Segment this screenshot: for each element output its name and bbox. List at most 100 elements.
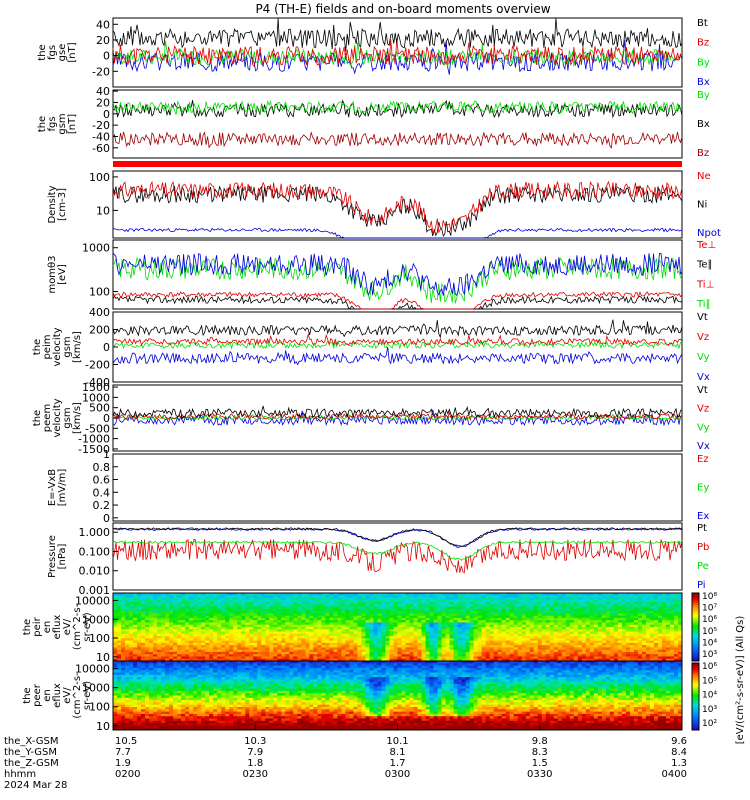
spectrogram-cell	[269, 620, 274, 623]
spectrogram-cell	[541, 656, 547, 660]
spectrogram-cell	[153, 627, 158, 630]
spectrogram-cell	[525, 627, 531, 630]
spectrogram-cell	[133, 697, 138, 701]
spectrogram-cell	[509, 617, 515, 621]
spectrogram-cell	[465, 613, 471, 617]
spectrogram-cell	[549, 658, 555, 662]
spectrogram-cell	[297, 624, 302, 628]
spectrogram-cell	[205, 649, 210, 653]
spectrogram-cell	[429, 613, 434, 617]
spectrogram-cell	[261, 604, 266, 607]
spectrogram-cell	[373, 611, 378, 614]
spectrogram-cell	[461, 640, 467, 644]
spectrogram-cell	[309, 647, 314, 651]
spectrogram-cell	[561, 624, 567, 628]
spectrogram-cell	[241, 599, 246, 603]
spectrogram-cell	[161, 707, 166, 710]
spectrogram-cell	[673, 602, 679, 605]
spectrogram-cell	[585, 654, 591, 657]
spectrogram-cell	[589, 649, 595, 653]
spectrogram-cell	[121, 638, 126, 641]
spectrogram-cell	[321, 613, 326, 617]
spectrogram-cell	[437, 633, 442, 637]
spectrogram-cell	[649, 622, 655, 626]
spectrogram-cell	[145, 597, 150, 601]
spectrogram-cell	[565, 636, 571, 639]
spectrogram-cell	[125, 654, 130, 657]
spectrogram-cell	[169, 620, 174, 623]
spectrogram-cell	[133, 656, 138, 660]
spectrogram-cell	[425, 599, 430, 603]
spectrogram-cell	[489, 631, 495, 635]
spectrogram-cell	[273, 636, 278, 639]
spectrogram-cell	[389, 599, 394, 603]
spectrogram-cell	[285, 608, 290, 612]
spectrogram-cell	[413, 608, 418, 612]
spectrogram-cell	[149, 690, 154, 694]
spectrogram-cell	[585, 624, 591, 628]
spectrogram-cell	[645, 620, 651, 623]
spectrogram-cell	[157, 661, 162, 664]
spectrogram-cell	[649, 593, 655, 596]
spectrogram-cell	[217, 617, 222, 621]
spectrogram-cell	[529, 599, 535, 603]
spectrogram-cell	[497, 624, 503, 628]
spectrogram-cell	[137, 613, 142, 617]
spectrogram-cell	[581, 604, 587, 607]
spectrogram-cell	[569, 658, 575, 662]
spectrogram-cell	[409, 617, 414, 621]
spectrogram-cell	[149, 604, 154, 607]
spectrogram-cell	[637, 597, 643, 601]
spectrogram-cell	[517, 631, 523, 635]
spectrogram-cell	[169, 672, 174, 676]
spectrogram-cell	[365, 608, 370, 612]
spectrogram-cell	[117, 602, 122, 605]
spectrogram-cell	[453, 620, 459, 623]
spectrogram-cell	[205, 622, 210, 626]
spectrogram-cell	[469, 622, 475, 626]
spectrogram-cell	[421, 597, 426, 601]
spectrogram-cell	[169, 606, 174, 610]
spectrogram-cell	[513, 617, 519, 621]
spectrogram-cell	[297, 642, 302, 646]
spectrogram-cell	[293, 604, 298, 607]
spectrogram-cell	[265, 645, 270, 648]
spectrogram-cell	[441, 651, 446, 655]
spectrogram-cell	[221, 651, 226, 655]
spectrogram-cell	[533, 654, 539, 657]
spectrogram-cell	[617, 645, 623, 648]
spectrogram-cell	[241, 645, 246, 648]
spectrogram-cell	[605, 597, 611, 601]
spectrogram-cell	[141, 713, 146, 717]
spectrogram-cell	[409, 647, 414, 651]
spectrogram-cell	[529, 597, 535, 601]
spectrogram-cell	[569, 640, 575, 644]
spectrogram-cell	[473, 597, 479, 601]
spectrogram-cell	[469, 624, 475, 628]
spectrogram-cell	[657, 602, 663, 605]
spectrogram-cell	[281, 593, 286, 596]
spectrogram-cell	[217, 658, 222, 662]
spectrogram-cell	[613, 629, 619, 632]
spectrogram-cell	[361, 615, 366, 619]
spectrogram-cell	[213, 633, 218, 637]
spectrogram-cell	[317, 597, 322, 601]
spectrogram-cell	[153, 631, 158, 635]
spectrogram-cell	[613, 654, 619, 657]
spectrogram-cell	[189, 613, 194, 617]
spectrogram-cell	[305, 656, 310, 660]
spectrogram-cell	[597, 640, 603, 644]
spectrogram-cell	[213, 651, 218, 655]
spectrogram-cell	[649, 602, 655, 605]
spectrogram-cell	[553, 649, 559, 653]
spectrogram-cell	[261, 622, 266, 626]
spectrogram-cell	[437, 602, 442, 605]
y-tick-label: -1000	[78, 433, 110, 446]
spectrogram-cell	[365, 624, 370, 628]
spectrogram-cell	[297, 649, 302, 653]
spectrogram-cell	[297, 640, 302, 644]
spectrogram-cell	[369, 645, 374, 648]
spectrogram-cell	[177, 595, 182, 598]
spectrogram-cell	[549, 627, 555, 630]
y-tick-label: 0.4	[93, 486, 111, 499]
